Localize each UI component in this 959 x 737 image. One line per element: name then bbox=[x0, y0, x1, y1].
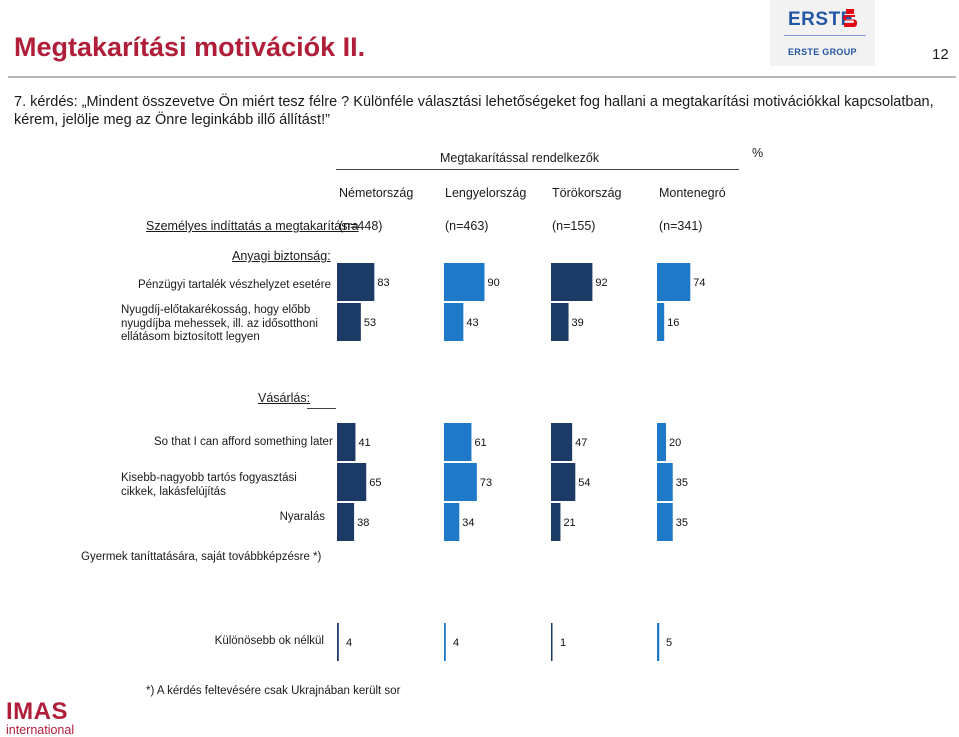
bar-durable-goods-montenegro bbox=[657, 463, 673, 501]
bar-pension-poland bbox=[444, 303, 464, 341]
value-label-afford-later-turkey: 47 bbox=[575, 437, 587, 449]
value-label-no-reason-germany: 4 bbox=[346, 637, 352, 649]
value-label-afford-later-germany: 41 bbox=[358, 437, 370, 449]
group-header: Megtakarítással rendelkezők bbox=[440, 151, 600, 165]
bar-durable-goods-poland bbox=[444, 463, 477, 501]
bar-emergency-reserve-montenegro bbox=[657, 263, 691, 301]
row-label-no-reason: Különösebb ok nélkül bbox=[214, 635, 324, 647]
bar-pension-turkey bbox=[551, 303, 569, 341]
bar-no-reason-montenegro bbox=[657, 623, 660, 661]
value-label-emergency-reserve-turkey: 92 bbox=[595, 277, 607, 289]
column-header-montenegro: Montenegró bbox=[659, 186, 726, 200]
value-label-pension-poland: 43 bbox=[466, 317, 478, 329]
erste-group-logo: ERSTE ERSTE GROUP bbox=[770, 0, 875, 66]
value-label-emergency-reserve-germany: 83 bbox=[377, 277, 389, 289]
bar-durable-goods-germany bbox=[337, 463, 367, 501]
bar-no-reason-germany bbox=[337, 623, 339, 661]
imas-logo-word: IMAS bbox=[6, 698, 68, 725]
question-text: 7. kérdés: „Mindent összevetve Ön miért … bbox=[14, 94, 934, 128]
value-label-no-reason-turkey: 1 bbox=[560, 637, 566, 649]
row-label-pension: Nyugdíj-előtakarékosság, hogy előbb nyug… bbox=[121, 304, 318, 343]
value-label-holiday-poland: 34 bbox=[462, 517, 474, 529]
sample-size-germany: (n=448) bbox=[339, 219, 383, 233]
erste-logo-rule bbox=[784, 35, 866, 36]
value-label-emergency-reserve-montenegro: 74 bbox=[693, 277, 705, 289]
section-label-financial-security: Anyagi biztonság: bbox=[232, 249, 331, 263]
value-label-durable-goods-poland: 73 bbox=[480, 477, 492, 489]
value-label-afford-later-montenegro: 20 bbox=[669, 437, 681, 449]
page-title: Megtakarítási motivációk II. bbox=[14, 32, 366, 62]
unit-label: % bbox=[752, 146, 764, 160]
bar-emergency-reserve-poland bbox=[444, 263, 485, 301]
value-label-holiday-germany: 38 bbox=[357, 517, 369, 529]
bar-no-reason-turkey bbox=[551, 623, 553, 661]
sample-size-montenegro: (n=341) bbox=[659, 219, 703, 233]
value-label-afford-later-poland: 61 bbox=[474, 437, 486, 449]
value-label-no-reason-montenegro: 5 bbox=[666, 637, 672, 649]
bar-no-reason-poland bbox=[444, 623, 446, 661]
column-header-turkey: Törökország bbox=[552, 186, 622, 200]
row-label-durable-goods: Kisebb-nagyobb tartós fogyasztási cikkek… bbox=[121, 472, 297, 498]
sample-size-turkey: (n=155) bbox=[552, 219, 596, 233]
bar-emergency-reserve-germany bbox=[337, 263, 375, 301]
imas-logo-sub: international bbox=[6, 723, 75, 737]
value-label-pension-germany: 53 bbox=[364, 317, 376, 329]
header-rule bbox=[336, 169, 739, 170]
section-rule-purchase bbox=[307, 408, 336, 409]
bar-afford-later-poland bbox=[444, 423, 472, 461]
erste-logo-group: ERSTE GROUP bbox=[788, 47, 857, 57]
row-label-child-education: Gyermek taníttatására, saját továbbképzé… bbox=[81, 551, 322, 563]
imas-international-logo: IMAS international bbox=[6, 700, 74, 737]
value-label-no-reason-poland: 4 bbox=[453, 637, 459, 649]
column-header-poland: Lengyelország bbox=[445, 186, 527, 200]
value-label-pension-turkey: 39 bbox=[572, 317, 584, 329]
row-label-holiday: Nyaralás bbox=[279, 511, 325, 523]
footnote: *) A kérdés feltevésére csak Ukrajnában … bbox=[146, 685, 401, 697]
bar-afford-later-germany bbox=[337, 423, 356, 461]
bar-afford-later-montenegro bbox=[657, 423, 666, 461]
row-label-emergency-reserve: Pénzügyi tartalék vészhelyzet esetére bbox=[137, 279, 331, 291]
section-label-purchase: Vásárlás: bbox=[258, 391, 311, 405]
bar-holiday-turkey bbox=[551, 503, 561, 541]
bar-pension-germany bbox=[337, 303, 361, 341]
bar-afford-later-turkey bbox=[551, 423, 573, 461]
value-label-emergency-reserve-poland: 90 bbox=[488, 277, 500, 289]
row-label-afford-later: So that I can afford something later on bbox=[154, 436, 334, 448]
bar-holiday-poland bbox=[444, 503, 460, 541]
value-label-durable-goods-montenegro: 35 bbox=[676, 477, 688, 489]
bar-durable-goods-turkey bbox=[551, 463, 576, 501]
bar-holiday-montenegro bbox=[657, 503, 673, 541]
row-header: Személyes indíttatás a megtakarításra bbox=[146, 219, 359, 233]
bar-pension-montenegro bbox=[657, 303, 665, 341]
bar-emergency-reserve-turkey bbox=[551, 263, 593, 301]
value-label-pension-montenegro: 16 bbox=[667, 317, 679, 329]
sample-size-poland: (n=463) bbox=[445, 219, 489, 233]
column-header-germany: Németország bbox=[339, 186, 414, 200]
erste-logo-word: ERSTE bbox=[788, 9, 854, 30]
erste-s-mark-icon bbox=[843, 9, 857, 27]
page-number: 12 bbox=[932, 46, 949, 63]
bar-holiday-germany bbox=[337, 503, 355, 541]
value-label-holiday-turkey: 21 bbox=[563, 517, 575, 529]
title-divider bbox=[8, 76, 956, 78]
value-label-holiday-montenegro: 35 bbox=[676, 517, 688, 529]
value-label-durable-goods-turkey: 54 bbox=[578, 477, 590, 489]
value-label-durable-goods-germany: 65 bbox=[369, 477, 381, 489]
